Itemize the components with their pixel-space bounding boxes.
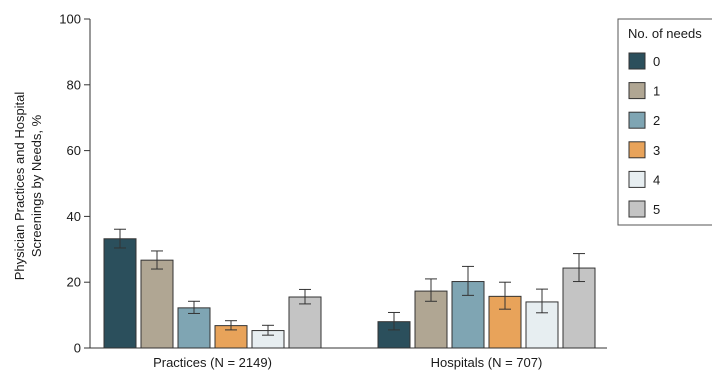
legend-item: 4 xyxy=(628,170,660,188)
x-category-label: Practices (N = 2149) xyxy=(153,355,272,370)
error-bar xyxy=(188,300,200,314)
error-bar xyxy=(114,228,126,249)
legend-item: 0 xyxy=(628,52,660,70)
legend-label: 2 xyxy=(653,113,660,128)
legend-swatch xyxy=(628,82,646,100)
legend-item: 2 xyxy=(628,111,660,129)
legend-swatch xyxy=(628,141,646,159)
y-axis-title-line-2: Screenings by Needs, % xyxy=(29,114,44,257)
error-bar xyxy=(262,324,274,336)
bar-practices-needs-1 xyxy=(140,259,174,349)
y-tick-label: 20 xyxy=(67,275,81,290)
legend-item: 1 xyxy=(628,82,660,100)
legend-swatch xyxy=(628,111,646,129)
legend-label: 4 xyxy=(653,172,660,187)
legend-label: 1 xyxy=(653,84,660,99)
bar-practices-needs-0 xyxy=(103,238,137,349)
error-bar xyxy=(536,288,548,314)
error-bar xyxy=(462,265,474,296)
axes xyxy=(89,19,607,349)
error-bar xyxy=(425,278,437,302)
y-tick-label: 0 xyxy=(74,341,81,356)
error-bars xyxy=(114,228,585,336)
y-tick-label: 80 xyxy=(67,77,81,92)
y-tick-label: 100 xyxy=(59,12,81,27)
y-tick-label: 60 xyxy=(67,143,81,158)
y-tick-label: 40 xyxy=(67,209,81,224)
legend-title: No. of needs xyxy=(628,26,702,41)
error-bar xyxy=(299,288,311,305)
legend-items: 0 1 2 3 4 5 xyxy=(628,52,660,218)
legend-label: 0 xyxy=(653,54,660,69)
error-bar xyxy=(388,311,400,331)
bars xyxy=(103,238,596,349)
legend-swatch xyxy=(628,170,646,188)
legend-item: 5 xyxy=(628,200,660,218)
x-category-label: Hospitals (N = 707) xyxy=(431,355,543,370)
y-axis-title-line-1: Physician Practices and Hospital xyxy=(12,92,27,281)
error-bar xyxy=(151,250,163,270)
bar-practices-needs-5 xyxy=(288,296,322,349)
error-bar xyxy=(499,281,511,310)
y-axis-title: Physician Practices and Hospital Screeni… xyxy=(12,92,44,281)
error-bar xyxy=(225,320,237,331)
y-axis-ticks: 0 20 40 60 80 100 xyxy=(59,12,90,356)
legend-swatch xyxy=(628,200,646,218)
x-axis-category-labels: Practices (N = 2149) Hospitals (N = 707) xyxy=(153,355,542,370)
error-bar xyxy=(573,253,585,283)
legend-swatch xyxy=(628,52,646,70)
legend-label: 5 xyxy=(653,202,660,217)
legend: No. of needs 0 1 2 3 4 5 xyxy=(617,18,712,226)
legend-label: 3 xyxy=(653,143,660,158)
legend-item: 3 xyxy=(628,141,660,159)
